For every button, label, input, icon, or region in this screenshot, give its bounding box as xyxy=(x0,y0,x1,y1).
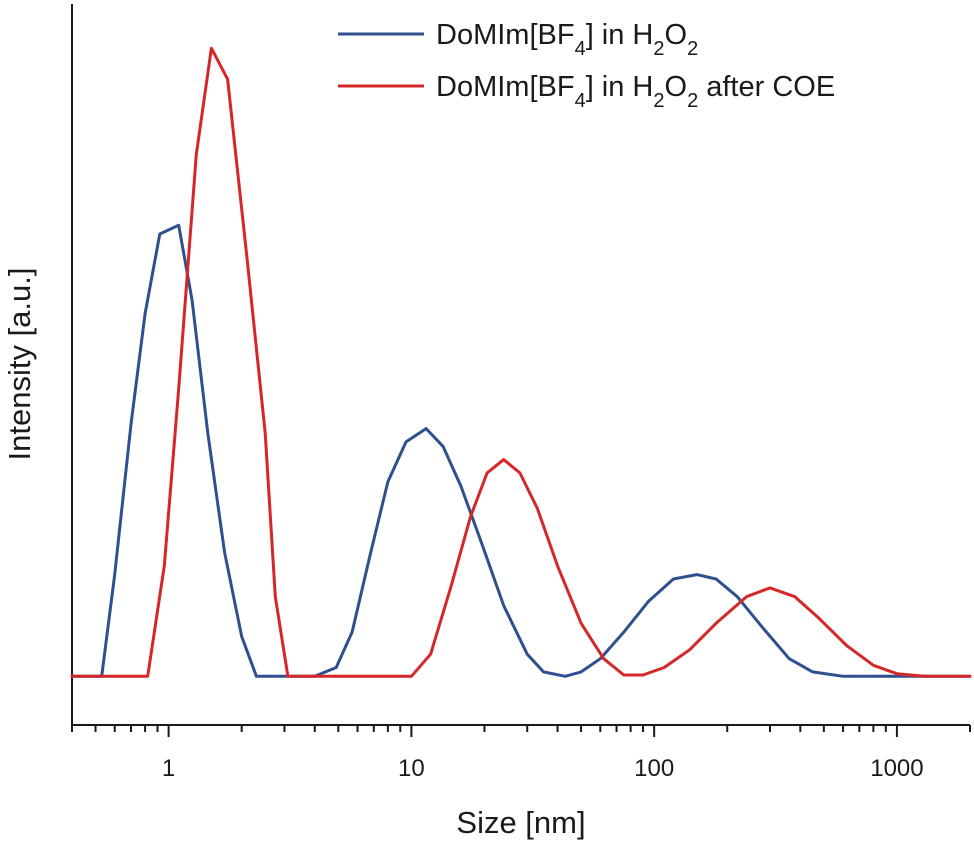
x-axis-ticks xyxy=(71,725,971,737)
plot-frame xyxy=(71,4,970,726)
x-tick-label: 1000 xyxy=(870,755,923,782)
x-tick-label: 100 xyxy=(634,755,674,782)
y-axis-title: Intensity [a.u.] xyxy=(2,268,37,461)
series-line-1 xyxy=(70,223,972,678)
x-axis-tick-labels: 1 10 100 1000 xyxy=(162,755,924,782)
x-tick-label: 10 xyxy=(398,755,425,782)
series-line-2 xyxy=(70,46,972,678)
legend-label-2: DoMIm[BF4] in H2O2 after COE xyxy=(436,71,835,112)
series-layer xyxy=(70,46,972,678)
legend: DoMIm[BF4] in H2O2 DoMIm[BF4] in H2O2 aft… xyxy=(338,19,835,112)
x-tick-label: 1 xyxy=(162,755,175,782)
x-axis-title: Size [nm] xyxy=(456,805,585,840)
legend-label-1: DoMIm[BF4] in H2O2 xyxy=(436,19,698,60)
